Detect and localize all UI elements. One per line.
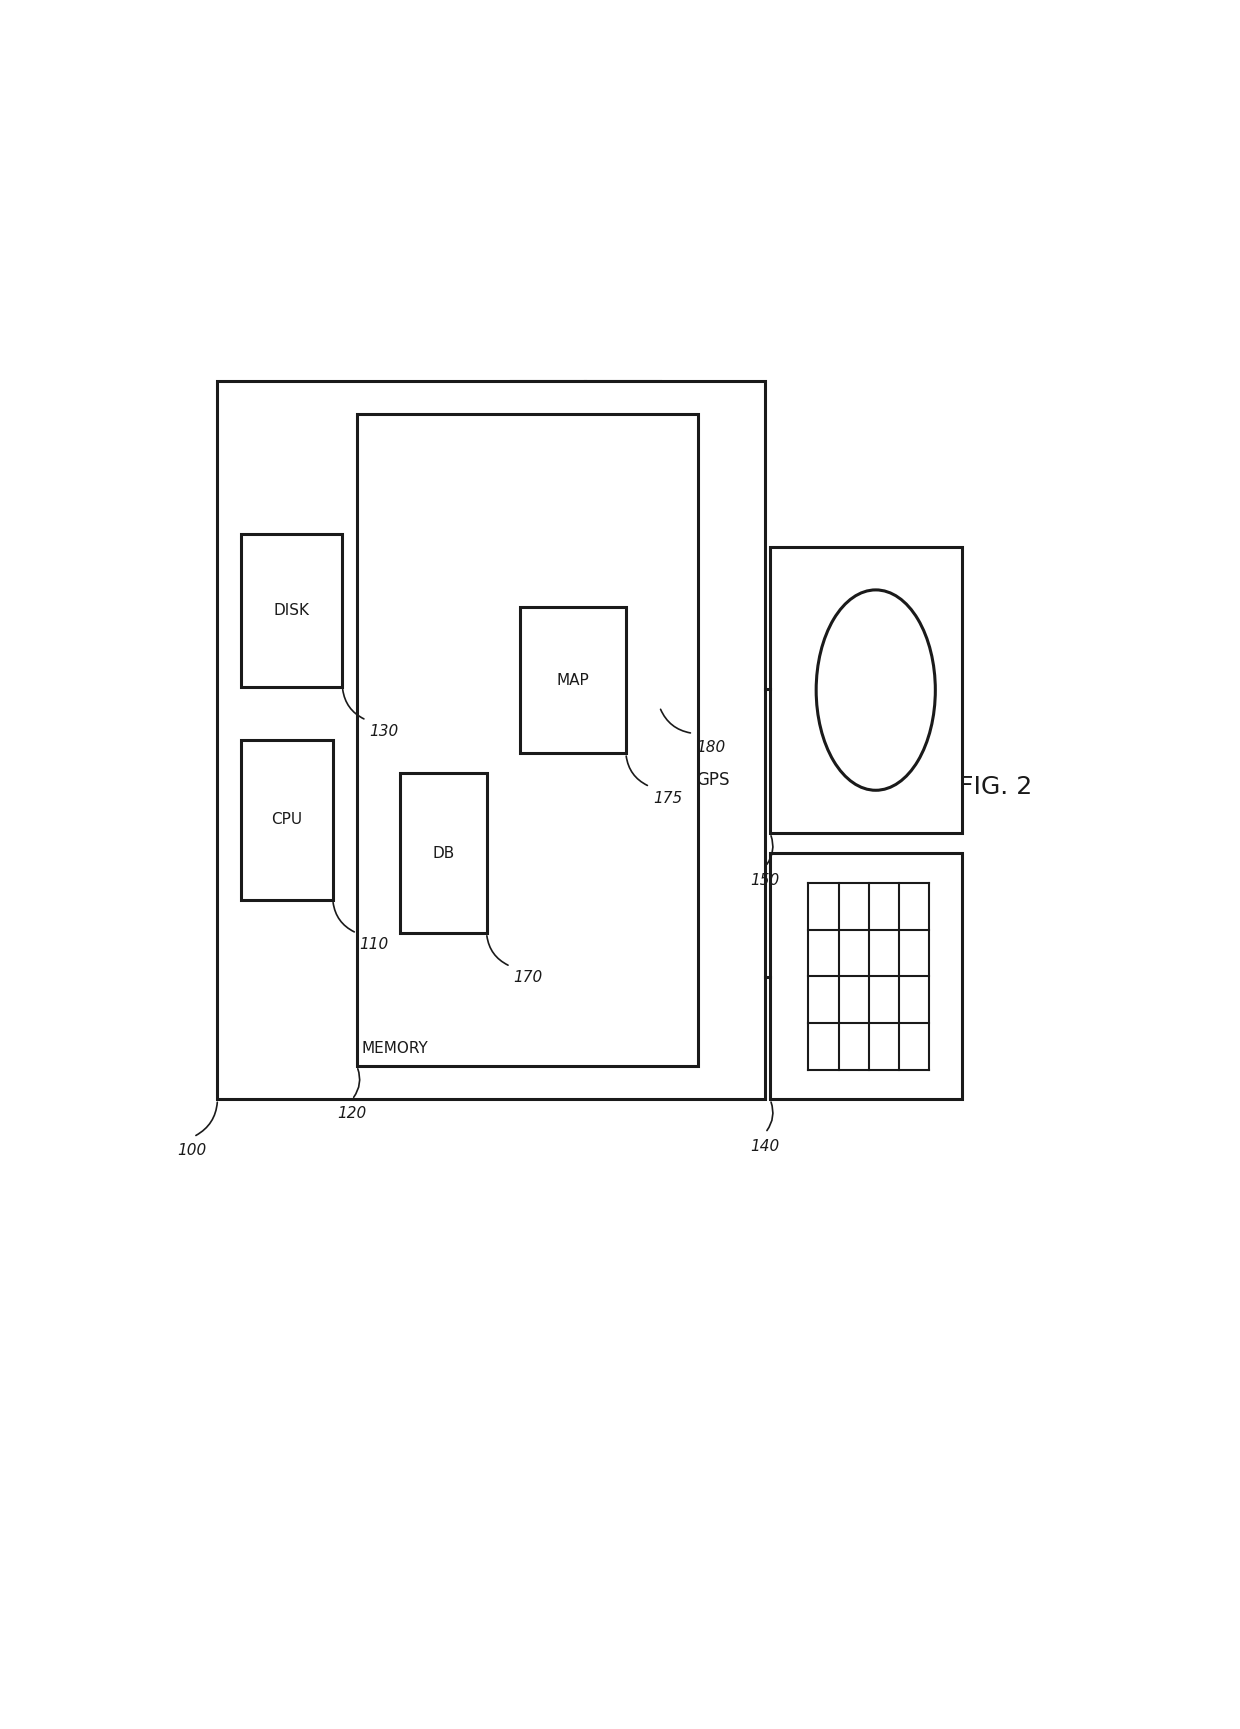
Text: 180: 180 [696,740,725,756]
Text: 140: 140 [750,1139,780,1155]
Text: CPU: CPU [272,813,303,828]
Text: 175: 175 [652,790,682,806]
Text: 120: 120 [337,1107,367,1120]
Text: GPS: GPS [696,771,729,788]
Text: 100: 100 [177,1143,206,1158]
Bar [357,413,698,1067]
Text: 150: 150 [750,873,780,889]
Bar [770,546,962,833]
Text: 130: 130 [370,724,398,738]
Bar [242,740,332,899]
Text: DB: DB [433,845,454,861]
Bar [511,380,660,719]
Bar [217,380,765,1100]
Bar [770,852,962,1100]
Text: DISK: DISK [274,603,310,617]
Text: MAP: MAP [557,673,589,688]
Ellipse shape [816,590,935,790]
Bar [401,773,486,934]
Text: 170: 170 [513,970,543,986]
Text: 110: 110 [360,937,389,953]
Text: FIG. 2: FIG. 2 [960,775,1033,799]
Text: MEMORY: MEMORY [362,1041,428,1055]
Bar [242,534,342,686]
Bar [521,607,626,754]
